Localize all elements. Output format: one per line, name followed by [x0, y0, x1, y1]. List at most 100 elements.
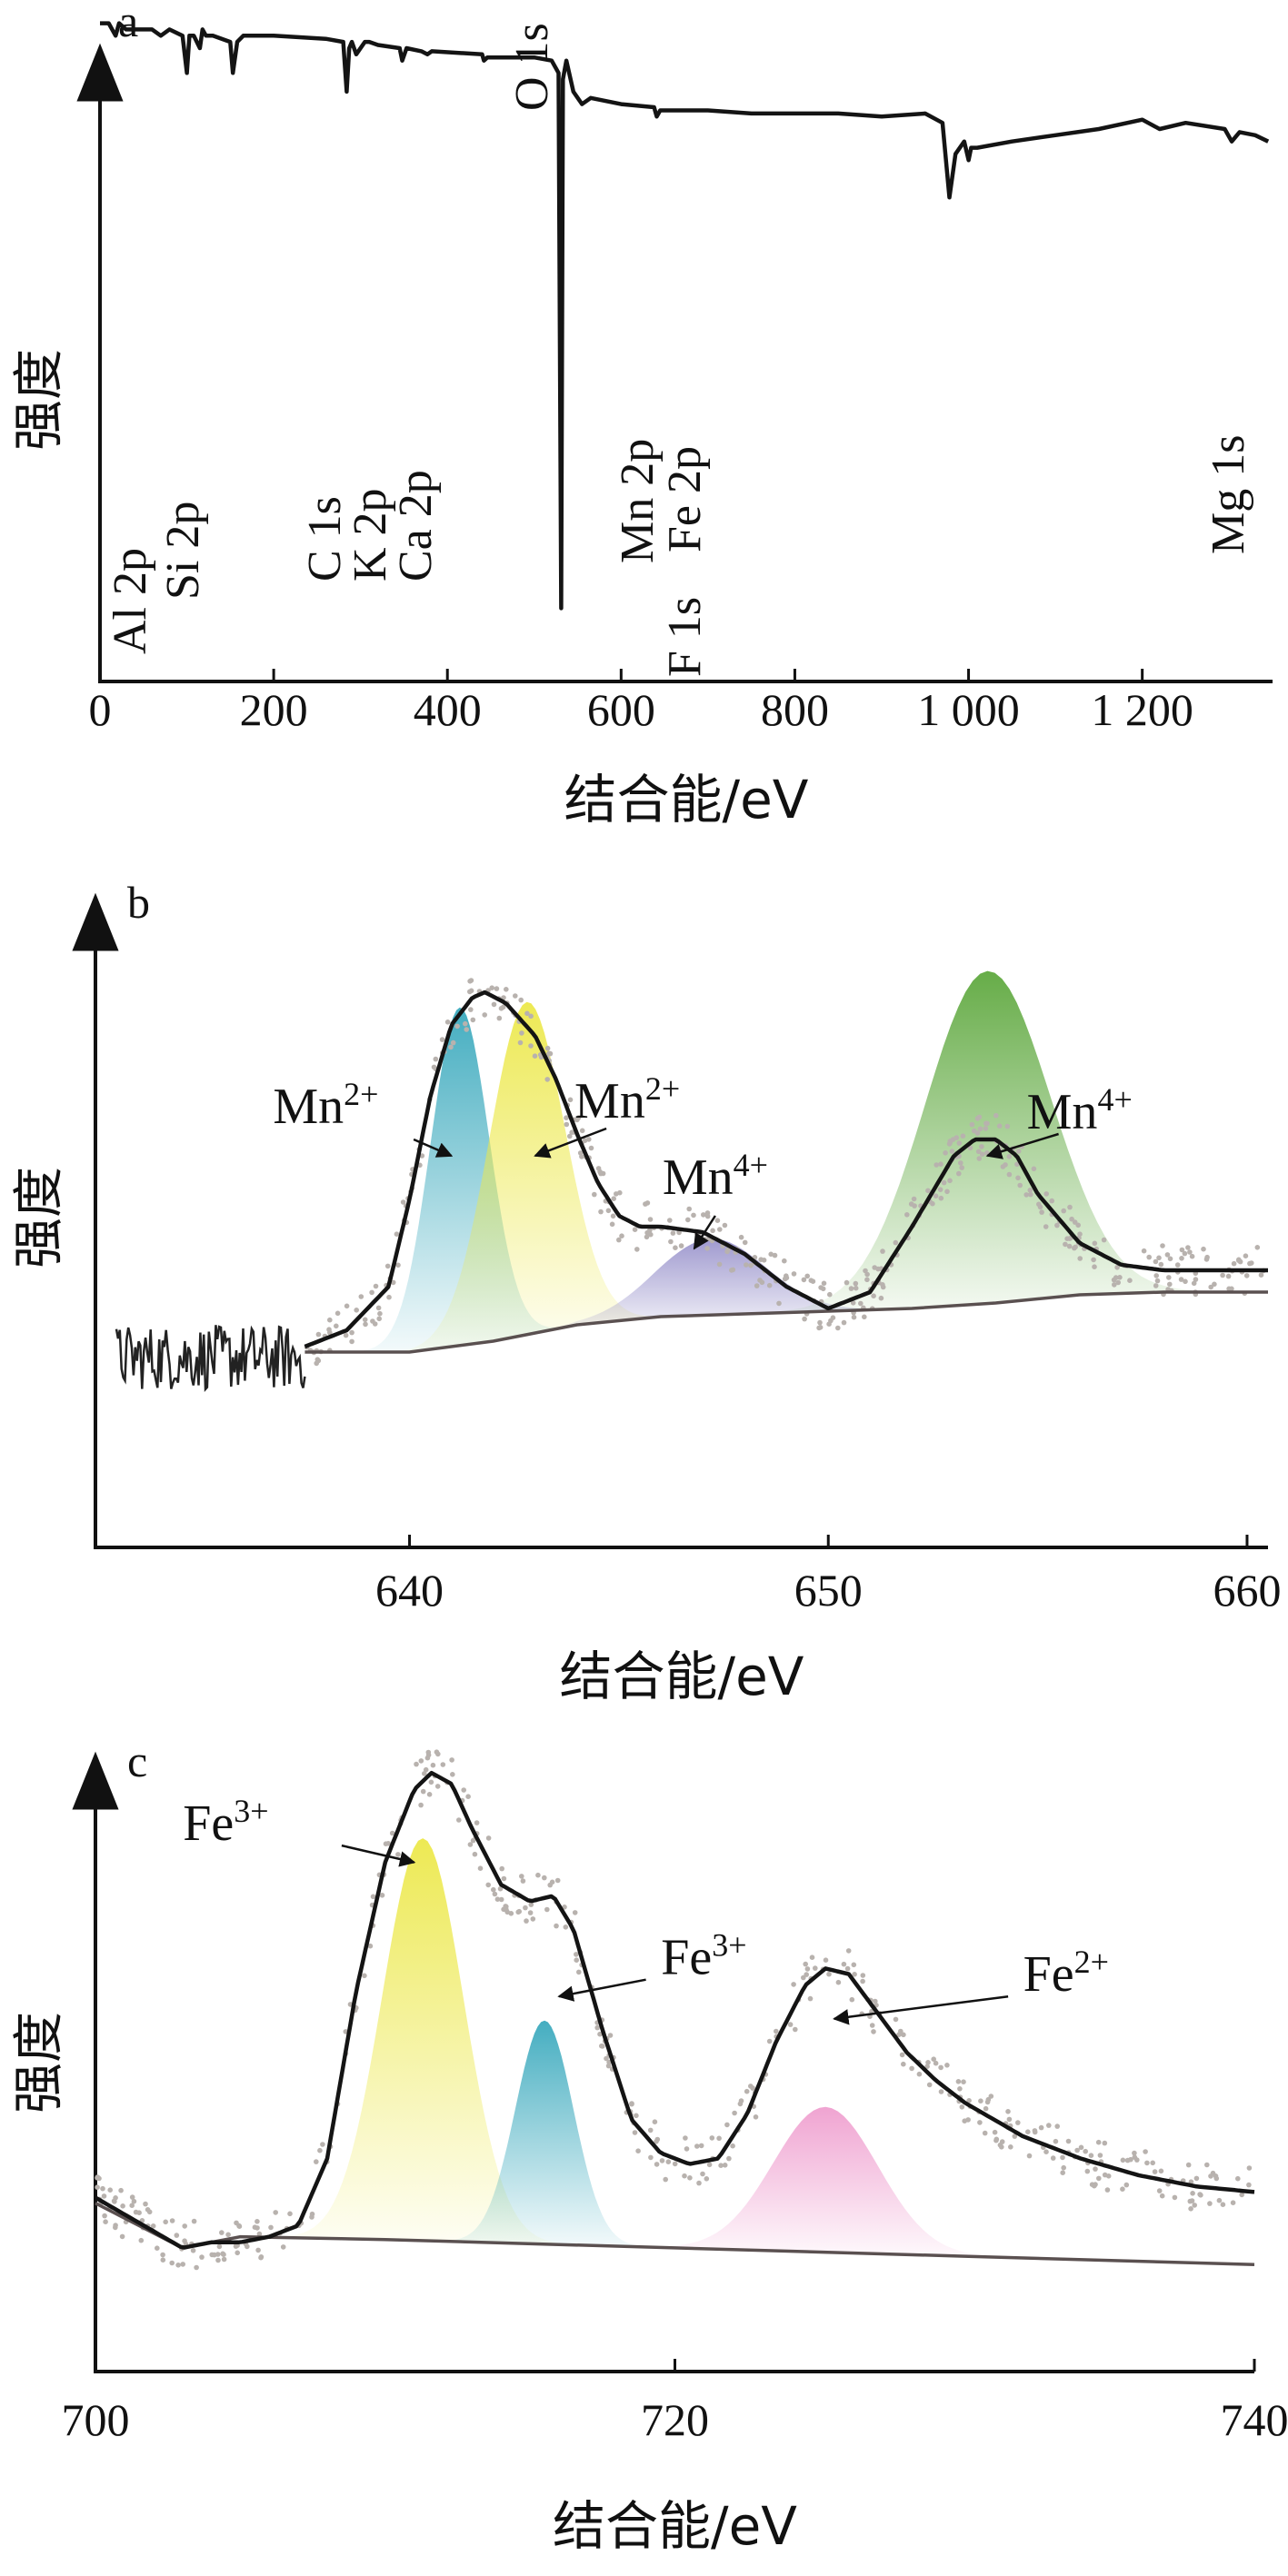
raw-data-point [221, 2256, 227, 2263]
raw-data-point [816, 1325, 822, 1331]
raw-data-point [440, 1762, 446, 1767]
envelope-line [94, 1770, 1255, 2250]
x-tick-label: 740 [1221, 2394, 1288, 2445]
raw-data-point [320, 2142, 325, 2147]
raw-data-point [515, 1909, 521, 1915]
raw-data-point [386, 1294, 392, 1300]
raw-data-point [1128, 2156, 1133, 2163]
raw-data-point [564, 1121, 570, 1128]
raw-data-point [648, 1231, 654, 1238]
y-axis-label: 强度 [10, 2012, 69, 2114]
raw-data-point [579, 1154, 584, 1159]
raw-data-point [629, 2101, 634, 2106]
x-tick-label: 720 [641, 2394, 709, 2445]
raw-data-point [194, 2264, 199, 2271]
raw-data-point [632, 2130, 638, 2135]
raw-data-point [287, 2211, 293, 2217]
raw-data-point [933, 1193, 939, 1198]
y-axis-label: 强度 [10, 1167, 69, 1268]
raw-data-point [518, 997, 524, 1003]
raw-data-point [1243, 1273, 1250, 1278]
raw-data-point [1132, 2150, 1137, 2156]
raw-data-point [169, 2260, 175, 2266]
raw-data-point [448, 1044, 454, 1050]
raw-data-point [579, 1128, 585, 1134]
raw-data-point [395, 1262, 401, 1268]
raw-data-point [993, 2137, 999, 2143]
raw-data-point [849, 1996, 855, 2003]
raw-data-point [1183, 1278, 1188, 1285]
raw-data-point [726, 2155, 732, 2162]
raw-data-point [569, 1129, 574, 1135]
raw-data-point [979, 1151, 985, 1158]
raw-data-point [343, 1332, 349, 1338]
peak-label: Mg 1s [1203, 435, 1254, 554]
raw-data-point [931, 2056, 936, 2062]
raw-data-point [605, 1208, 612, 1214]
raw-data-point [544, 1077, 550, 1082]
raw-data-point [349, 1338, 354, 1345]
raw-data-point [1179, 1247, 1185, 1253]
raw-data-point [1167, 1281, 1173, 1288]
raw-data-point [766, 1282, 773, 1288]
panel-letter: b [127, 877, 150, 928]
raw-data-point [600, 2044, 605, 2049]
raw-data-point [420, 1788, 426, 1795]
raw-data-point [428, 1779, 434, 1785]
raw-data-point [1207, 2201, 1213, 2206]
raw-data-point [1120, 2186, 1125, 2192]
raw-data-point [648, 2154, 654, 2161]
raw-data-point [1015, 2120, 1021, 2125]
raw-data-point [498, 1006, 504, 1011]
raw-data-point [216, 2243, 223, 2250]
raw-data-point [993, 1112, 999, 1119]
raw-data-point [978, 2098, 983, 2104]
raw-data-point [632, 1227, 638, 1232]
raw-data-point [665, 2159, 672, 2164]
raw-data-point [564, 1115, 569, 1120]
raw-data-point [841, 1319, 847, 1326]
panel-c: 700 720 740 结合能/eV 强度 c Fe3+ Fe3+ Fe2+ [10, 1736, 1288, 2557]
raw-data-point [528, 1043, 534, 1049]
raw-data-point [1112, 1282, 1117, 1288]
raw-data-point [524, 1010, 530, 1017]
raw-data-point [965, 2117, 971, 2123]
raw-data-point [107, 2187, 113, 2193]
raw-data-point [983, 1126, 989, 1131]
raw-data-point [722, 2163, 728, 2168]
raw-data-point [1159, 2193, 1165, 2199]
raw-data-point [1243, 1253, 1249, 1258]
raw-data-point [766, 2038, 773, 2044]
peak-label: Mn 2p [612, 439, 664, 563]
raw-data-point [519, 1874, 524, 1879]
raw-data-point [901, 2061, 906, 2067]
raw-data-point [1156, 2188, 1163, 2193]
raw-data-point [489, 985, 494, 990]
raw-data-point [961, 2079, 966, 2084]
raw-data-point [1031, 1166, 1037, 1172]
raw-data-point [1179, 1256, 1184, 1261]
raw-data-point [1061, 1208, 1066, 1214]
raw-data-point [103, 2219, 108, 2224]
species-label: Fe3+ [661, 1927, 746, 1986]
raw-data-point [233, 2243, 239, 2249]
raw-data-point [1114, 1265, 1120, 1270]
raw-data-point [616, 1237, 622, 1243]
raw-data-point [1027, 1188, 1033, 1193]
raw-data-point [1039, 1209, 1044, 1215]
raw-data-point [844, 1279, 850, 1286]
raw-data-point [567, 1097, 574, 1103]
raw-data-point [199, 2254, 205, 2260]
raw-data-point [209, 2252, 215, 2258]
raw-data-point [716, 2135, 722, 2142]
raw-data-point [450, 1772, 455, 1777]
raw-data-point [95, 2175, 100, 2181]
raw-data-point [880, 1284, 886, 1290]
raw-data-point [1141, 1248, 1147, 1254]
raw-data-point [609, 1221, 615, 1228]
raw-data-point [444, 1019, 451, 1025]
raw-data-point [464, 1027, 469, 1032]
peak-label: Si 2p [157, 502, 209, 600]
raw-data-point [562, 1905, 567, 1910]
raw-data-point [744, 2088, 750, 2094]
